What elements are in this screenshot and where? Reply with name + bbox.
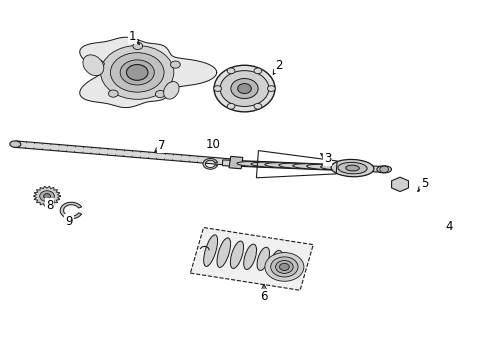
Polygon shape bbox=[203, 158, 217, 169]
Circle shape bbox=[94, 60, 104, 67]
Polygon shape bbox=[15, 141, 230, 165]
Ellipse shape bbox=[330, 159, 373, 177]
Ellipse shape bbox=[337, 162, 366, 174]
Text: 2: 2 bbox=[274, 59, 282, 72]
Circle shape bbox=[110, 53, 163, 92]
Ellipse shape bbox=[203, 235, 217, 266]
Circle shape bbox=[133, 42, 142, 50]
Circle shape bbox=[126, 64, 148, 80]
Text: 3: 3 bbox=[323, 152, 330, 165]
Circle shape bbox=[43, 194, 50, 199]
Polygon shape bbox=[228, 156, 243, 169]
Text: 10: 10 bbox=[205, 138, 220, 150]
Circle shape bbox=[40, 191, 54, 202]
Circle shape bbox=[220, 71, 268, 107]
Circle shape bbox=[170, 61, 180, 68]
Text: 9: 9 bbox=[65, 215, 73, 228]
Circle shape bbox=[264, 253, 303, 281]
Circle shape bbox=[213, 86, 221, 91]
Circle shape bbox=[101, 45, 173, 99]
Ellipse shape bbox=[237, 162, 277, 167]
Polygon shape bbox=[222, 160, 381, 172]
Ellipse shape bbox=[292, 164, 327, 169]
Ellipse shape bbox=[217, 238, 230, 267]
Ellipse shape bbox=[306, 164, 340, 170]
Polygon shape bbox=[351, 164, 372, 172]
Circle shape bbox=[379, 166, 388, 172]
Ellipse shape bbox=[270, 250, 282, 271]
Ellipse shape bbox=[243, 244, 256, 269]
Circle shape bbox=[253, 103, 261, 109]
Text: 6: 6 bbox=[260, 290, 267, 303]
Ellipse shape bbox=[257, 247, 269, 270]
Circle shape bbox=[270, 257, 297, 277]
Circle shape bbox=[227, 68, 235, 74]
Circle shape bbox=[279, 263, 289, 270]
Polygon shape bbox=[60, 202, 81, 219]
Ellipse shape bbox=[10, 141, 21, 147]
Circle shape bbox=[120, 60, 154, 85]
Circle shape bbox=[108, 90, 118, 97]
Text: 4: 4 bbox=[445, 220, 452, 233]
Circle shape bbox=[237, 84, 251, 94]
Ellipse shape bbox=[83, 55, 103, 76]
Ellipse shape bbox=[345, 165, 359, 171]
Ellipse shape bbox=[250, 162, 290, 167]
Ellipse shape bbox=[278, 163, 315, 168]
Ellipse shape bbox=[320, 165, 352, 170]
Polygon shape bbox=[391, 177, 407, 192]
Ellipse shape bbox=[376, 166, 391, 173]
Circle shape bbox=[227, 103, 235, 109]
Circle shape bbox=[230, 78, 258, 99]
Text: 5: 5 bbox=[420, 177, 427, 190]
Text: 8: 8 bbox=[46, 199, 53, 212]
Circle shape bbox=[267, 86, 275, 91]
Circle shape bbox=[253, 68, 261, 74]
Polygon shape bbox=[33, 186, 61, 206]
Polygon shape bbox=[80, 37, 216, 108]
Circle shape bbox=[275, 261, 293, 273]
Text: 1: 1 bbox=[128, 30, 136, 43]
Ellipse shape bbox=[163, 82, 179, 99]
Circle shape bbox=[393, 180, 405, 189]
Polygon shape bbox=[190, 228, 313, 290]
Circle shape bbox=[155, 90, 165, 98]
Ellipse shape bbox=[264, 163, 302, 168]
Ellipse shape bbox=[230, 241, 243, 269]
Text: 7: 7 bbox=[158, 139, 165, 152]
Ellipse shape bbox=[214, 65, 274, 112]
